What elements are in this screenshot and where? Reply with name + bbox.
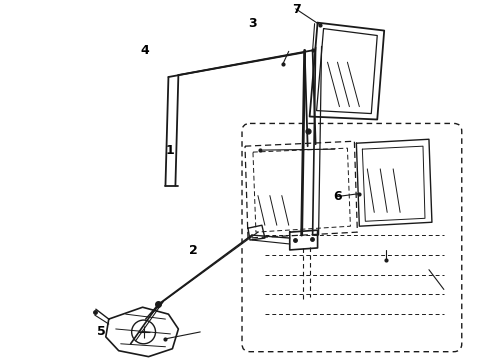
Text: 2: 2 <box>190 244 198 257</box>
Text: 5: 5 <box>97 325 106 338</box>
Text: 6: 6 <box>333 190 342 203</box>
Text: 3: 3 <box>248 17 257 30</box>
Text: 1: 1 <box>165 144 174 157</box>
Text: 4: 4 <box>141 44 149 58</box>
Text: 7: 7 <box>292 3 300 16</box>
